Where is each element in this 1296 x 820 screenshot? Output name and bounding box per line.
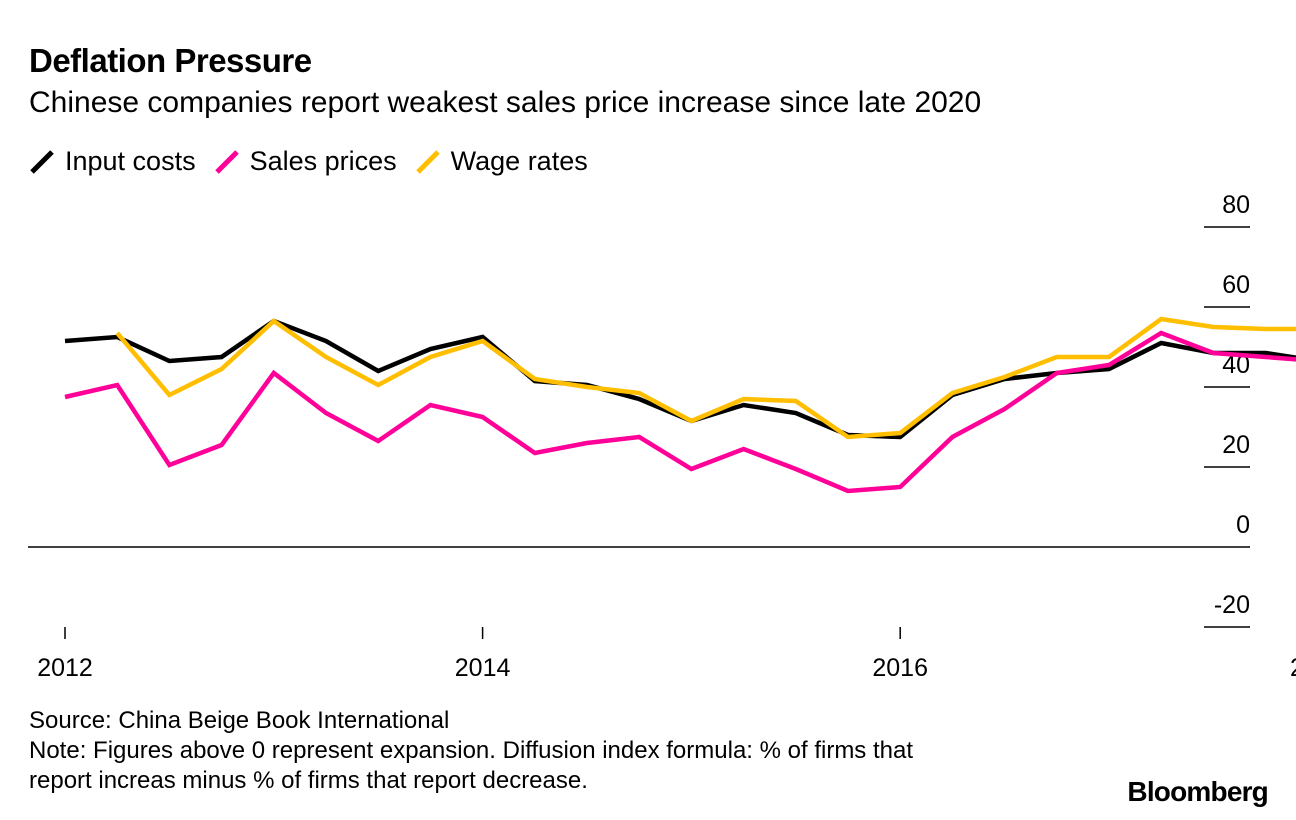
legend-swatch-input-costs (30, 149, 54, 174)
legend-label-sales-prices: Sales prices (249, 146, 397, 176)
y-tick-label: 20 (1222, 431, 1250, 459)
legend-item-sales-prices: Sales prices (214, 146, 397, 177)
x-tick-label: 2014 (455, 654, 511, 682)
x-tick-label: 2016 (872, 654, 928, 682)
x-tick-label: 2018 (1290, 654, 1296, 682)
bloomberg-logo: Bloomberg (1127, 776, 1268, 807)
note-text-line1: Note: Figures above 0 represent expansio… (29, 737, 914, 764)
legend-label-wage-rates: Wage rates (450, 146, 588, 176)
legend-item-wage-rates: Wage rates (415, 146, 588, 177)
legend-swatch-wage-rates (415, 149, 440, 174)
y-tick-label: -20 (1214, 591, 1250, 619)
footer: Source: China Beige Book International N… (29, 706, 913, 796)
y-tick-label: 60 (1222, 271, 1250, 299)
note-text-line2: report increas minus % of firms that rep… (29, 767, 588, 794)
chart-title: Deflation Pressure (29, 42, 312, 79)
series-line-sales-prices (64, 330, 1296, 494)
legend-label-input-costs: Input costs (65, 146, 196, 176)
legend-swatch-sales-prices (214, 149, 239, 174)
y-tick-label: 80 (1222, 191, 1250, 219)
source-text: Source: China Beige Book International (29, 707, 450, 734)
x-tick-label: 2012 (37, 654, 93, 682)
series-line-input-costs (64, 318, 1296, 440)
legend: Input costs Sales prices Wage rates (29, 146, 606, 177)
y-tick-label: 0 (1236, 511, 1250, 539)
series-line-wage-rates (115, 316, 1296, 440)
chart-subtitle: Chinese companies report weakest sales p… (29, 86, 982, 119)
legend-item-input-costs: Input costs (29, 146, 196, 177)
